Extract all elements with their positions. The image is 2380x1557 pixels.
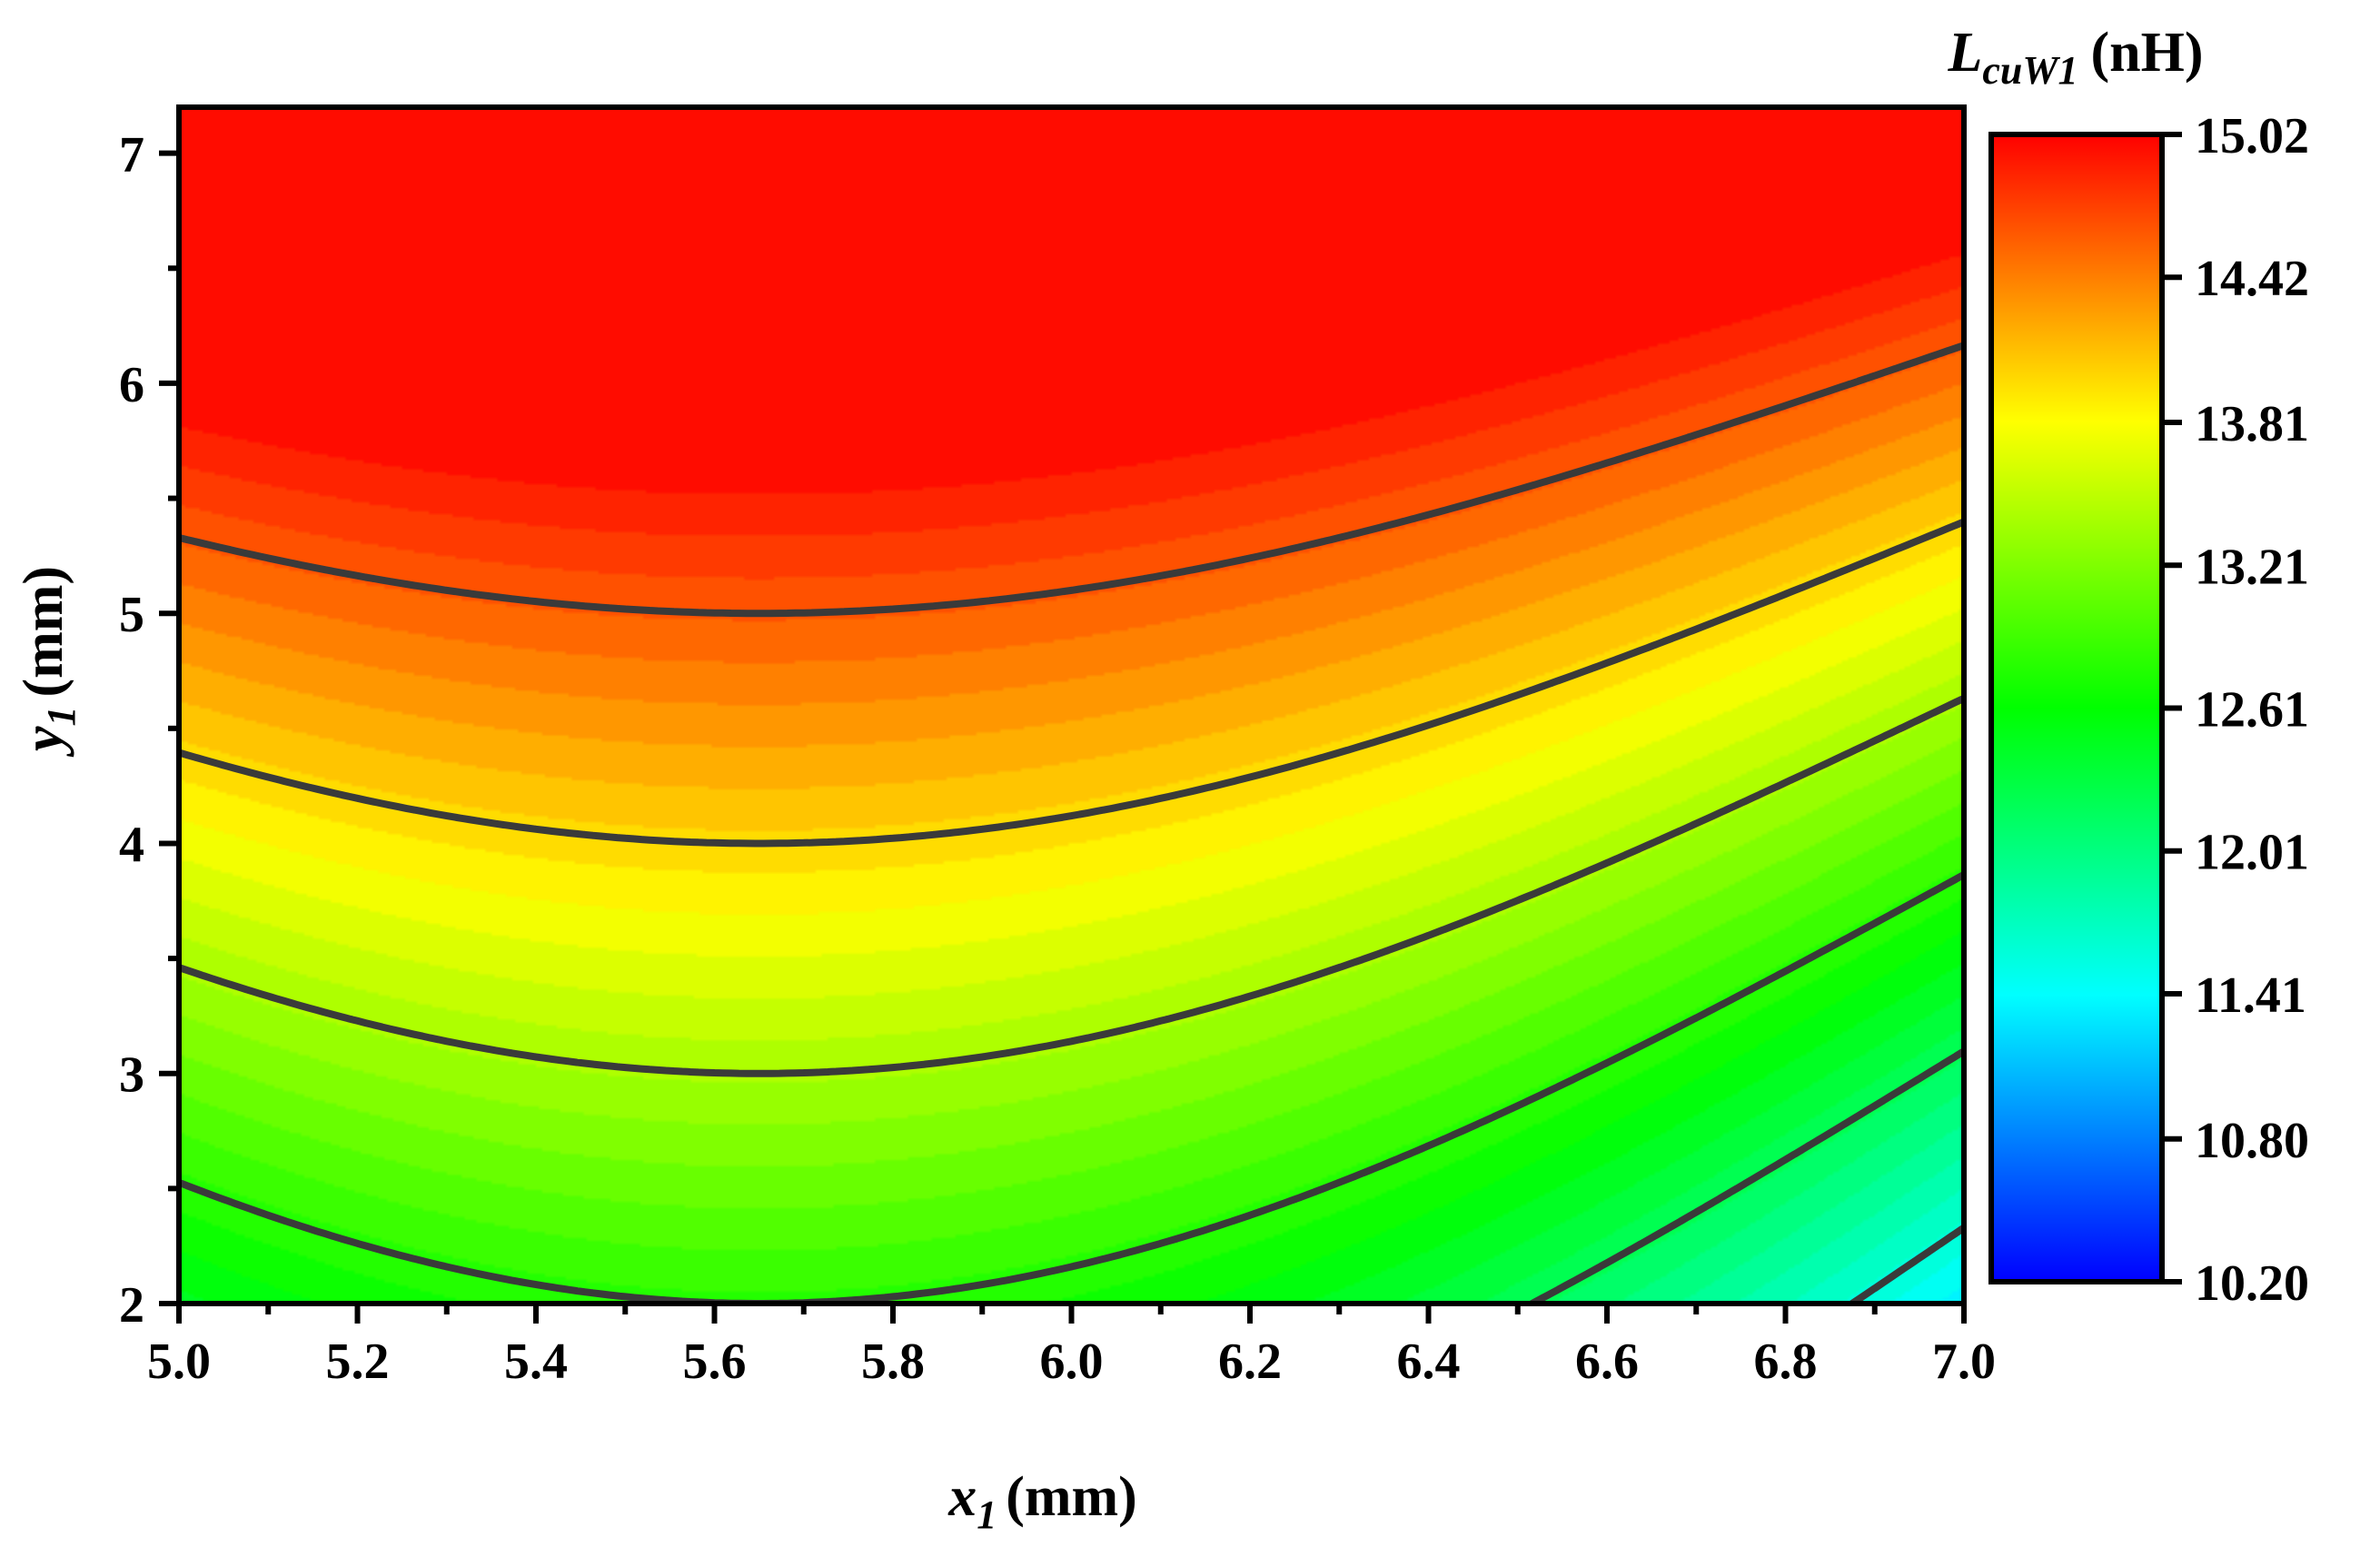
x-tick-label-10: 7.0 (1932, 1334, 1996, 1390)
colorbar-tick-label-1: 10.80 (2195, 1113, 2309, 1169)
x-tick-label-0: 5.0 (147, 1334, 211, 1390)
x-axis-title: x1 (mm) (947, 1466, 1137, 1537)
contour-lines (179, 342, 1964, 1304)
contour-line-4 (179, 694, 1964, 1077)
x-tick-label-5: 6.0 (1040, 1334, 1104, 1390)
x-axis: 5.0 5.2 5.4 5.6 5.8 6.0 6.2 6.4 6.6 6.8 7.0 (147, 1304, 1996, 1390)
colorbar-tick-label-8: 15.02 (2195, 108, 2309, 164)
colorbar-tick-label-7: 14.42 (2195, 251, 2309, 307)
colorbar-tick-label-5: 13.21 (2195, 539, 2309, 595)
x-tick-label-6: 6.2 (1218, 1334, 1282, 1390)
contour-line-5 (179, 518, 1964, 848)
colorbar-fill (1991, 134, 2162, 1282)
y-axis-title: y1(mm) (13, 566, 84, 758)
x-tick-label-2: 5.4 (504, 1334, 568, 1390)
x-tick-label-3: 5.6 (683, 1334, 747, 1390)
x-tick-label-1: 5.2 (326, 1334, 390, 1390)
y-axis-title-group: y1(mm) (13, 566, 84, 758)
colorbar-tick-label-4: 12.61 (2195, 682, 2309, 739)
colorbar-tick-label-3: 12.01 (2195, 825, 2309, 881)
colorbar-tick-label-6: 13.81 (2195, 396, 2309, 452)
colorbar: 10.20 10.80 11.41 12.01 12.61 13.21 13.81 14.42… (1948, 22, 2310, 1312)
x-tick-label-8: 6.6 (1575, 1334, 1639, 1390)
y-tick-label-2: 4 (119, 817, 144, 873)
contour-fill (179, 107, 1964, 1304)
y-tick-label-4: 6 (119, 357, 144, 413)
contour-line-3 (179, 870, 1964, 1304)
y-tick-label-1: 3 (119, 1047, 144, 1104)
y-tick-label-3: 5 (119, 587, 144, 643)
plot-area (176, 104, 1967, 1306)
y-tick-label-5: 7 (119, 127, 144, 183)
colorbar-title: LcuW1 (nH) (1948, 22, 2204, 93)
x-tick-label-9: 6.8 (1754, 1334, 1818, 1390)
y-axis: 2 3 4 5 6 7 (119, 127, 179, 1334)
colorbar-tick-label-2: 11.41 (2195, 967, 2306, 1024)
colorbar-ticks: 10.20 10.80 11.41 12.01 12.61 13.21 13.81 14.42… (2162, 108, 2309, 1312)
y-tick-label-0: 2 (119, 1277, 144, 1334)
x-tick-label-4: 5.8 (861, 1334, 925, 1390)
x-tick-label-7: 6.4 (1397, 1334, 1461, 1390)
colorbar-tick-label-0: 10.20 (2195, 1255, 2309, 1312)
contour-line-6 (179, 342, 1964, 618)
